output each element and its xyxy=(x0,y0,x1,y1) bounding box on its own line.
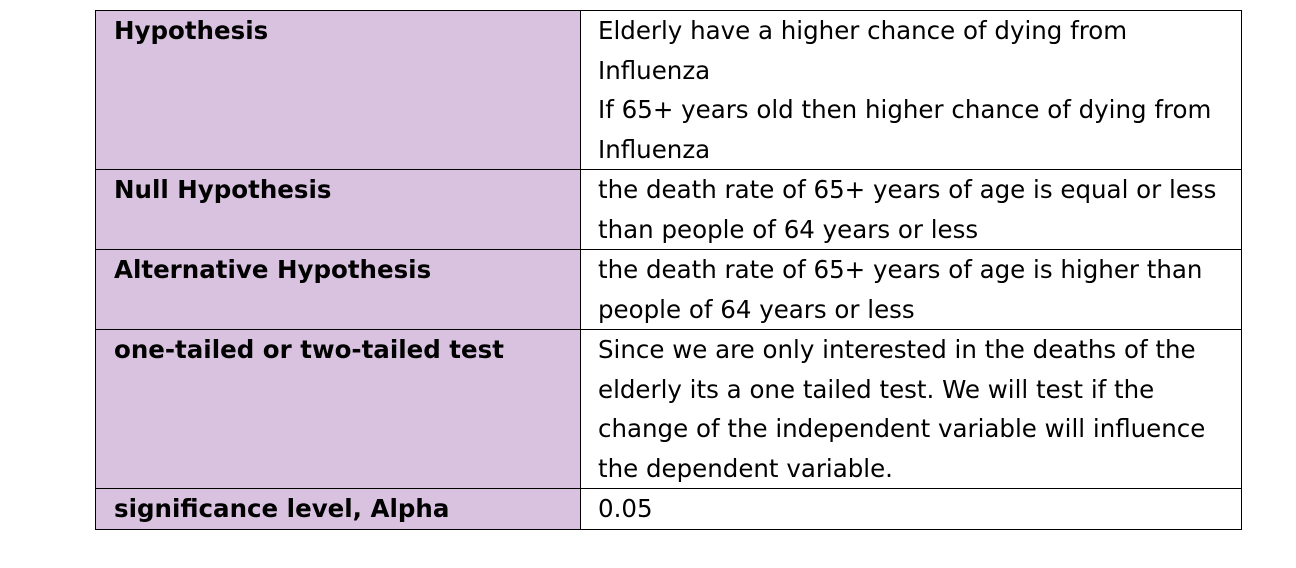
row-value: Since we are only interested in the deat… xyxy=(580,329,1242,489)
value-line: 0.05 xyxy=(598,494,653,523)
value-line: Since we are only interested in the deat… xyxy=(598,335,1196,364)
value-line: If 65+ years old then higher chance of d… xyxy=(598,95,1212,124)
value-line: change of the independent variable will … xyxy=(598,414,1206,443)
row-value: the death rate of 65+ years of age is eq… xyxy=(580,169,1242,250)
value-line: elderly its a one tailed test. We will t… xyxy=(598,374,1155,404)
row-label: Hypothesis xyxy=(95,10,581,170)
value-line: Elderly have a higher chance of dying fr… xyxy=(598,16,1128,45)
row-value: 0.05 xyxy=(580,488,1242,530)
table-row-significance-level: significance level, Alpha 0.05 xyxy=(95,488,1242,530)
row-value: Elderly have a higher chance of dying fr… xyxy=(580,10,1242,170)
table-row-null-hypothesis: Null Hypothesis the death rate of 65+ ye… xyxy=(95,169,1242,250)
table-row-test-type: one-tailed or two-tailed test Since we a… xyxy=(95,329,1242,489)
row-label: Alternative Hypothesis xyxy=(95,249,581,330)
hypothesis-table: Hypothesis Elderly have a higher chance … xyxy=(95,10,1242,530)
value-line: the dependent variable. xyxy=(598,453,893,483)
table-row-alternative-hypothesis: Alternative Hypothesis the death rate of… xyxy=(95,249,1242,330)
row-label: significance level, Alpha xyxy=(95,488,581,530)
table-row-hypothesis: Hypothesis Elderly have a higher chance … xyxy=(95,10,1242,170)
value-line: Influenza xyxy=(598,55,711,85)
row-label: Null Hypothesis xyxy=(95,169,581,250)
value-line: Influenza xyxy=(598,134,711,164)
value-line: the death rate of 65+ years of age is eq… xyxy=(598,175,1217,204)
value-line: than people of 64 years or less xyxy=(598,214,979,244)
row-label: one-tailed or two-tailed test xyxy=(95,329,581,489)
value-line: people of 64 years or less xyxy=(598,294,915,324)
value-line: the death rate of 65+ years of age is hi… xyxy=(598,255,1203,284)
row-value: the death rate of 65+ years of age is hi… xyxy=(580,249,1242,330)
